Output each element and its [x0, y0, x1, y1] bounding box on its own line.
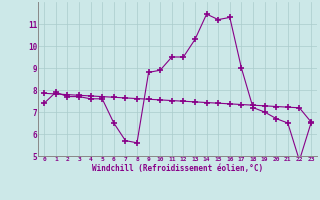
X-axis label: Windchill (Refroidissement éolien,°C): Windchill (Refroidissement éolien,°C): [92, 164, 263, 173]
